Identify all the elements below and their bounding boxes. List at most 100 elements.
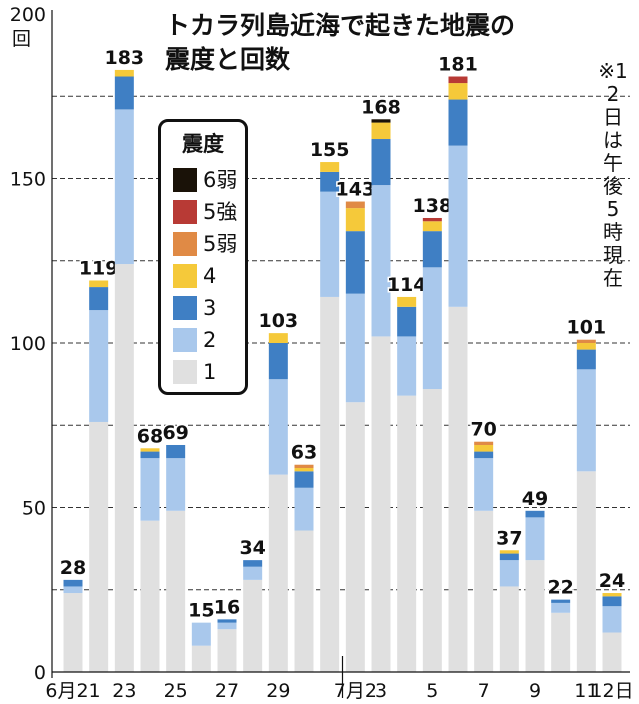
bar-segment-s2 bbox=[63, 586, 83, 594]
bar-total-label: 155 bbox=[310, 139, 350, 161]
x-tick-label: 5 bbox=[426, 680, 438, 702]
bar-total-label: 37 bbox=[496, 527, 522, 549]
bar-total-label: 143 bbox=[335, 179, 375, 201]
x-tick-label: 23 bbox=[112, 680, 136, 702]
bar-segment-s3 bbox=[217, 619, 237, 623]
bar-segment-s3 bbox=[320, 171, 340, 192]
bar-segment-s4 bbox=[448, 83, 468, 100]
bar-segment-s2 bbox=[294, 487, 314, 531]
legend-swatch bbox=[173, 232, 197, 256]
bar-segment-s3 bbox=[345, 231, 365, 294]
bar-segment-s1 bbox=[397, 395, 417, 672]
bar-segment-s2 bbox=[320, 191, 340, 297]
bar-segment-s4 bbox=[602, 593, 622, 597]
bar-segment-s1 bbox=[63, 593, 83, 672]
bar-segment-s2 bbox=[397, 336, 417, 396]
bar-segment-s5hi bbox=[422, 217, 442, 222]
bar-segment-s2 bbox=[243, 566, 263, 580]
bar-segment-s1 bbox=[345, 402, 365, 672]
bar-segment-s4 bbox=[474, 444, 494, 452]
x-tick-label: 27 bbox=[215, 680, 239, 702]
bar-segment-s1 bbox=[474, 510, 494, 672]
bar-segment-s2 bbox=[474, 458, 494, 511]
bar-segment-s2 bbox=[217, 622, 237, 630]
bar-segment-s1 bbox=[576, 471, 596, 672]
legend-label: 5強 bbox=[203, 200, 238, 224]
bar-segment-s1 bbox=[140, 520, 160, 672]
bar-segment-s1 bbox=[294, 530, 314, 672]
x-tick-label: 12日 bbox=[590, 680, 633, 702]
bar-segment-s3 bbox=[243, 560, 263, 567]
bar-segment-s4 bbox=[371, 122, 391, 140]
legend-swatch bbox=[173, 328, 197, 352]
bar-segment-s2 bbox=[525, 517, 545, 561]
bar-total-label: 119 bbox=[79, 257, 119, 279]
bar-segment-s1 bbox=[448, 306, 468, 672]
bar-segment-s2 bbox=[140, 458, 160, 521]
bar-segment-s5hi bbox=[448, 76, 468, 84]
bar-segment-s3 bbox=[602, 596, 622, 607]
bar-segment-s1 bbox=[191, 645, 211, 672]
bar-segment-s3 bbox=[294, 471, 314, 488]
bar-total-label: 103 bbox=[258, 310, 298, 332]
x-tick-label: 29 bbox=[266, 680, 290, 702]
bar-segment-s3 bbox=[140, 451, 160, 459]
bar-segment-s1 bbox=[114, 264, 134, 672]
bar-total-label: 181 bbox=[438, 54, 478, 76]
bar-segment-s4 bbox=[397, 296, 417, 307]
legend-swatch bbox=[173, 168, 197, 192]
x-tick-label: 6月21 bbox=[45, 680, 100, 702]
legend-item-s4: 4 bbox=[173, 262, 247, 290]
bar-segment-s1 bbox=[166, 510, 186, 672]
bar-segment-s3 bbox=[114, 76, 134, 110]
bar-segment-s4 bbox=[268, 333, 288, 343]
bar-total-label: 70 bbox=[470, 419, 496, 441]
legend-label: 3 bbox=[203, 296, 217, 320]
legend-item-s1: 1 bbox=[173, 358, 247, 386]
bar-segment-s3 bbox=[371, 139, 391, 186]
bar-segment-s5lo bbox=[294, 464, 314, 469]
bar-segment-s1 bbox=[371, 336, 391, 672]
bar-segment-s2 bbox=[114, 109, 134, 265]
bar-segment-s4 bbox=[140, 448, 160, 452]
x-tick-label: 7月2 bbox=[334, 680, 377, 702]
bar-segment-s2 bbox=[551, 602, 571, 613]
bar-segment-s1 bbox=[551, 612, 571, 672]
bar-segment-s3 bbox=[63, 579, 83, 587]
bar-segment-s4 bbox=[294, 468, 314, 472]
x-tick-label: 11 bbox=[574, 680, 598, 702]
bar-segment-s4 bbox=[576, 343, 596, 350]
bar-total-label: 15 bbox=[188, 600, 214, 622]
legend-label: 5弱 bbox=[203, 232, 238, 256]
x-tick-label: 25 bbox=[164, 680, 188, 702]
y-tick-label: 50 bbox=[22, 498, 46, 520]
bar-segment-s5lo bbox=[345, 201, 365, 209]
legend-item-s6lo: 6弱 bbox=[173, 166, 247, 194]
bar-segment-s3 bbox=[397, 306, 417, 337]
x-tick-label: 3 bbox=[375, 680, 387, 702]
bar-segment-s3 bbox=[448, 99, 468, 146]
bar-segment-s1 bbox=[268, 474, 288, 672]
bar-segment-s2 bbox=[345, 293, 365, 403]
bar-total-label: 114 bbox=[387, 274, 427, 296]
bar-total-label: 168 bbox=[361, 96, 401, 118]
bar-segment-s3 bbox=[89, 287, 109, 311]
bar-segment-s3 bbox=[576, 349, 596, 370]
bar-segment-s5lo bbox=[576, 339, 596, 343]
bar-total-label: 22 bbox=[547, 577, 573, 599]
legend-label: 6弱 bbox=[203, 168, 238, 192]
y-tick-label: 0 bbox=[34, 662, 46, 684]
y-tick-label: 200 bbox=[10, 4, 46, 26]
bar-segment-s4 bbox=[89, 280, 109, 288]
y-axis-unit: 回 bbox=[12, 28, 32, 50]
bar-segment-s2 bbox=[602, 606, 622, 633]
bar-segment-s2 bbox=[448, 145, 468, 307]
bar-segment-s5lo bbox=[474, 441, 494, 445]
bar-total-label: 63 bbox=[291, 442, 317, 464]
legend-swatch bbox=[173, 360, 197, 384]
legend: 震度 6弱 5強 5弱 4 3 2 1 bbox=[158, 119, 248, 395]
bar-segment-s2 bbox=[191, 622, 211, 646]
bar-segment-s1 bbox=[243, 579, 263, 672]
bar-segment-s4 bbox=[499, 550, 519, 554]
bar-segment-s4 bbox=[320, 162, 340, 172]
